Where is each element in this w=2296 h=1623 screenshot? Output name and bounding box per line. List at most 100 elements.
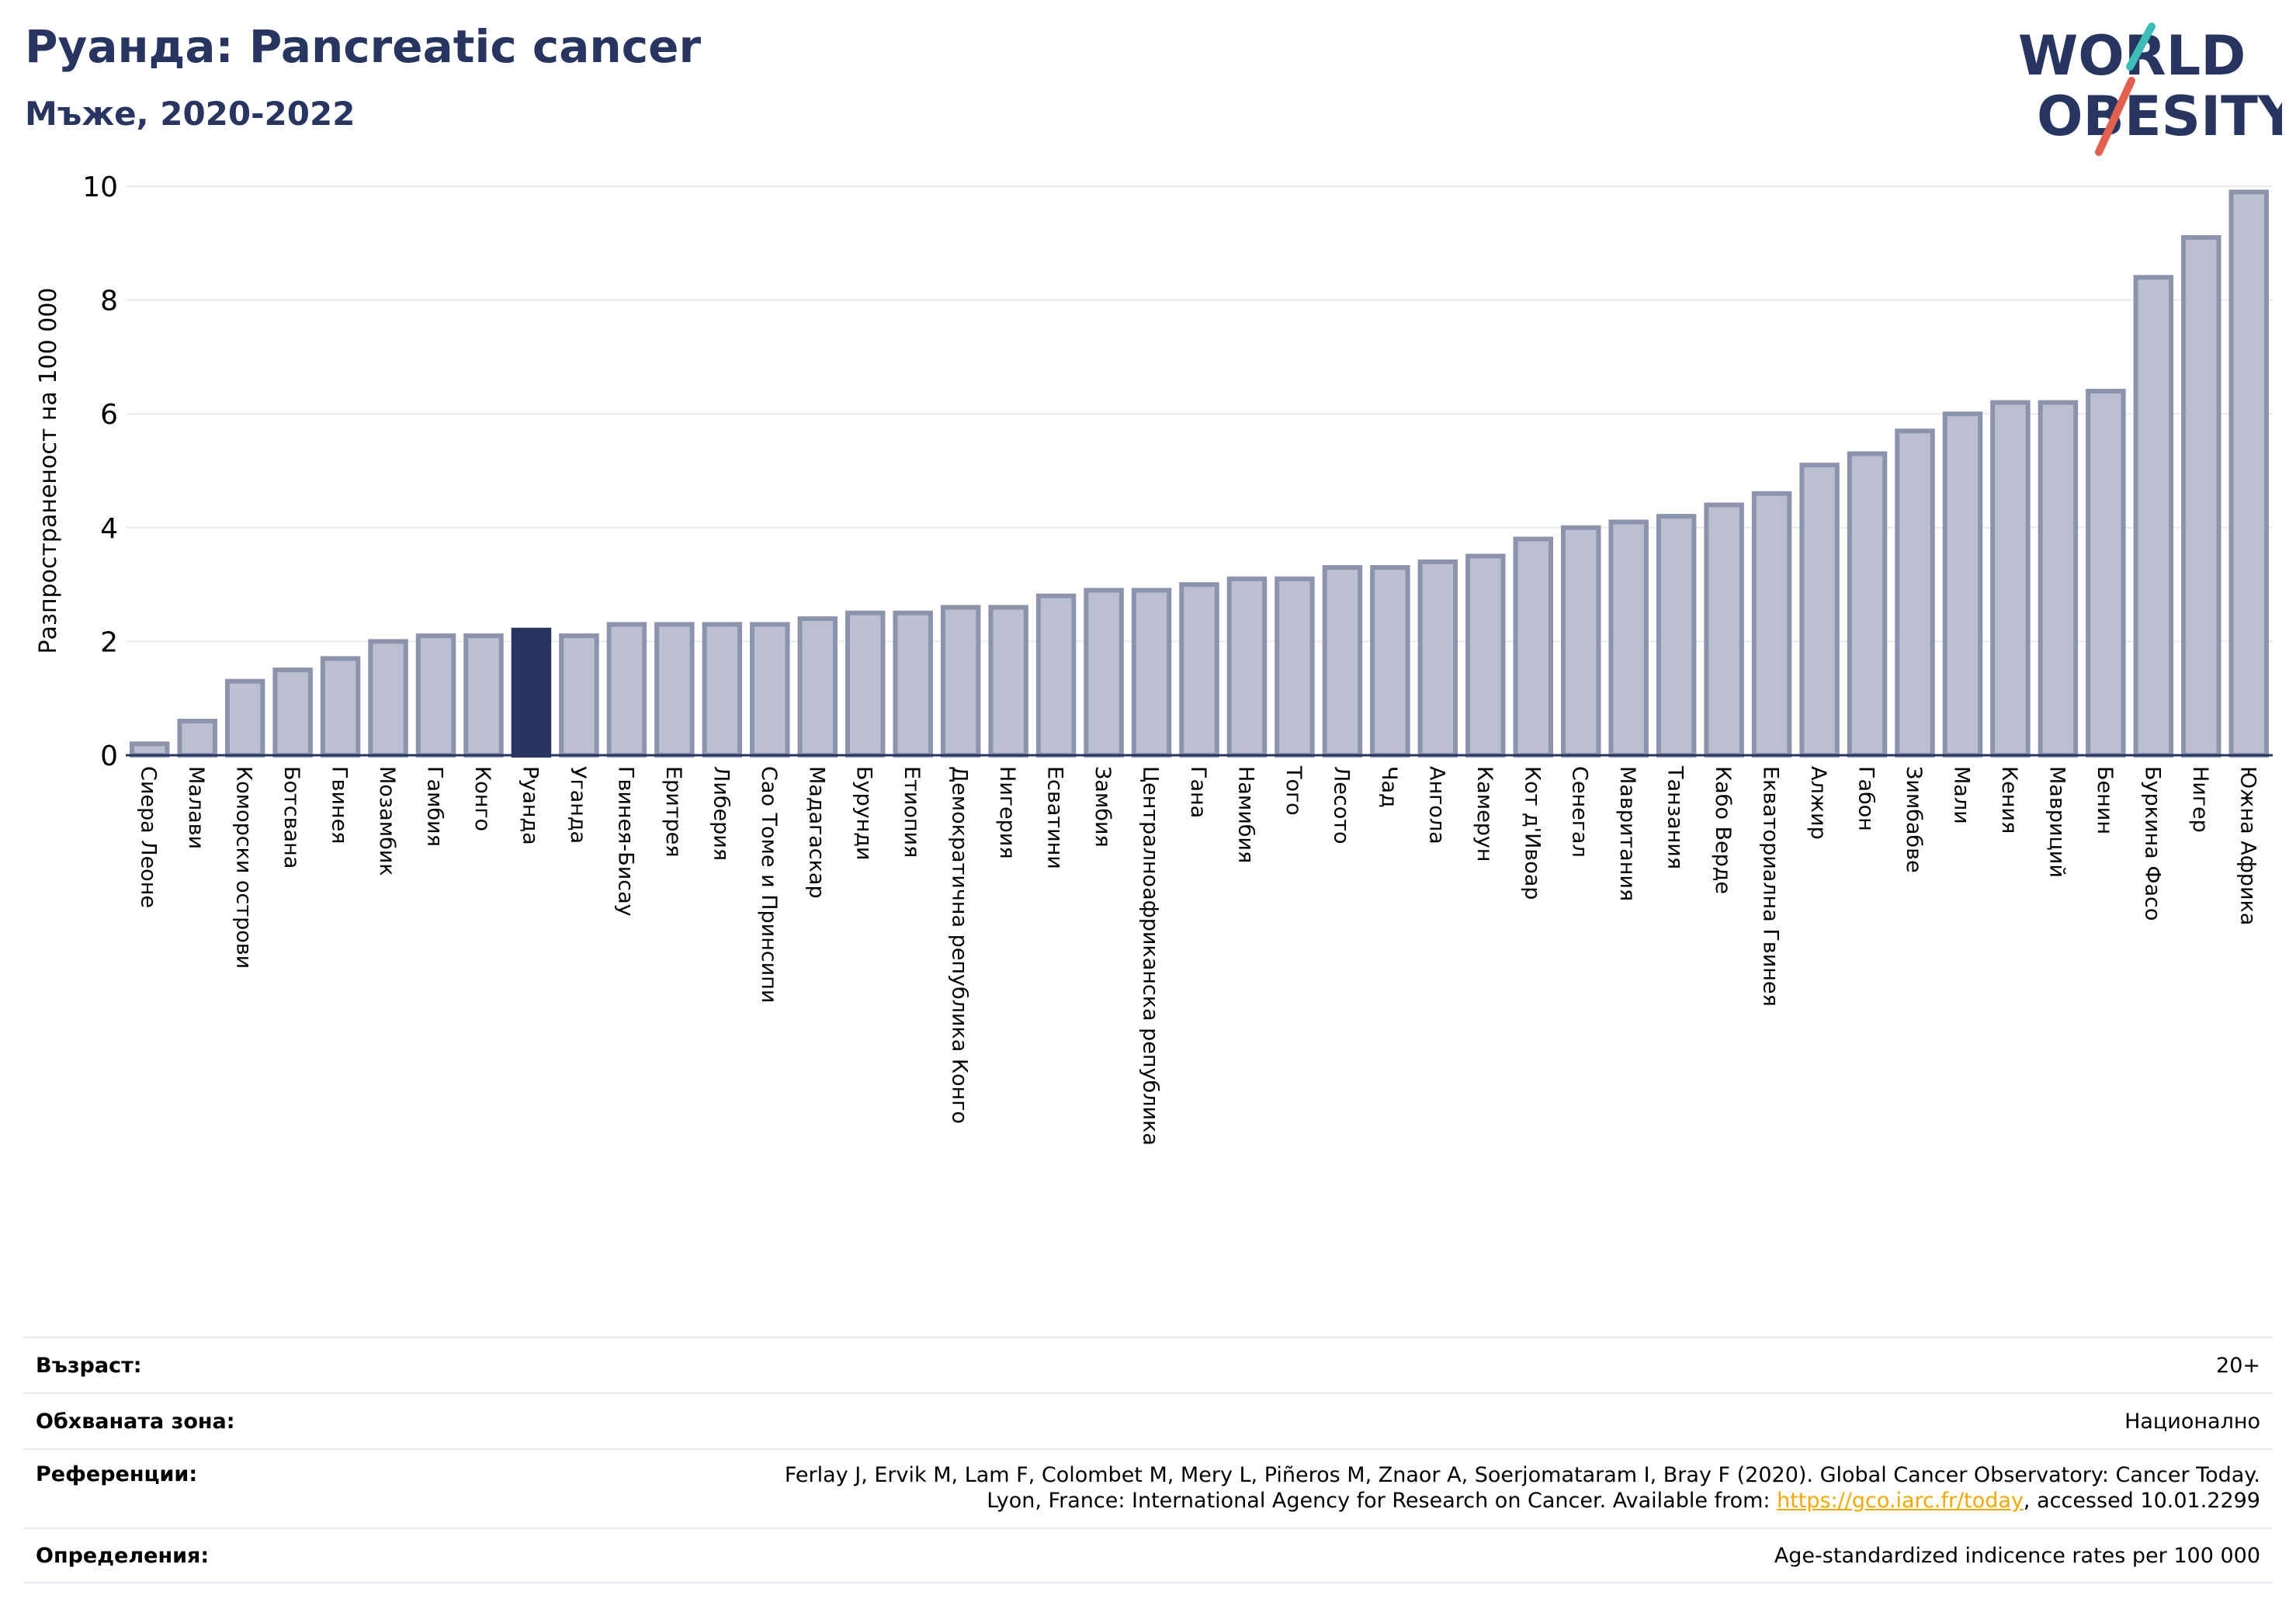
x-tick-label: Кот д'Ивоар [1520,766,1544,900]
x-tick-label: Либерия [709,766,733,861]
x-tick-label: Нигерия [995,766,1019,859]
y-tick-label: 0 [100,740,118,772]
x-tick-label: Кения [1997,766,2021,834]
bar-23 [1226,576,1268,758]
chart-subtitle: Мъже, 2020-2022 [25,95,355,133]
bar-11 [654,622,695,758]
x-tick-label: Етиопия [900,766,924,858]
x-tick-label: Централноафриканска република [1139,766,1163,1146]
bars [129,189,2270,758]
bar-17 [940,605,981,758]
bar-10 [606,622,647,758]
x-tick-label: Мавритания [1615,766,1639,901]
bar-9 [559,633,599,758]
footer-table: Възраст: 20+ Обхваната зона: Национално … [23,1337,2273,1583]
bar-32 [1656,514,1697,758]
logo-word-obesity: OBESITY [2037,85,2282,148]
bar-14 [797,616,838,758]
bar-39 [1990,400,2031,758]
x-tick-label: Зимбабве [1902,766,1926,873]
x-tick-label: Мавриций [2045,766,2069,878]
references-value: Ferlay J, Ervik M, Lam F, Colombet M, Me… [785,1462,2260,1514]
bar-31 [1608,519,1649,758]
x-tick-label: Бурунди [852,766,876,861]
footer-row-area: Обхваната зона: Национално [23,1392,2273,1448]
bar-33 [1704,502,1744,758]
bar-38 [1942,411,1983,758]
bar-5 [368,639,408,758]
bar-30 [1560,525,1601,758]
y-tick-label: 6 [100,399,118,431]
chart-title: Руанда: Pancreatic cancer [25,20,702,73]
x-tick-label: Мадагаскар [804,766,828,899]
bar-3 [272,668,313,758]
x-tick-label: Демократична република Конго [948,766,972,1124]
bar-36 [1847,451,1888,758]
bar-25 [1322,565,1363,758]
bar-41 [2086,388,2126,758]
y-axis-ticks: 0 2 4 6 8 10 [82,172,118,772]
x-axis-labels: Сиера Леоне Малави Коморски острови Ботсван… [137,765,2260,1146]
x-tick-label: Танзания [1663,765,1687,869]
x-tick-label: Лесото [1329,766,1353,844]
x-tick-label: Кабо Верде [1711,766,1735,894]
x-tick-label: Ангола [1424,766,1448,844]
x-tick-label: Нигер [2188,766,2212,833]
references-line2-suffix: , accessed 10.01.2299 [2023,1489,2260,1513]
bar-29 [1513,536,1554,758]
bar-22 [1179,582,1219,758]
y-tick-label: 2 [100,626,118,658]
area-value: Национално [2124,1409,2260,1434]
bar-35 [1799,463,1840,758]
x-tick-label: Мали [1949,766,1973,824]
references-label: Референции: [36,1462,198,1486]
x-tick-label: Сиера Леоне [137,766,161,908]
x-tick-label: Есватини [1043,766,1067,869]
bar-1 [177,719,217,758]
bar-16 [893,610,933,758]
x-tick-label: Конго [470,766,494,831]
age-label: Възраст: [36,1353,142,1378]
bar-19 [1035,593,1077,758]
x-tick-label: Замбия [1091,766,1115,848]
age-value: 20+ [2216,1353,2260,1378]
x-tick-label: Руанда [518,766,542,845]
area-label: Обхваната зона: [36,1409,235,1434]
bar-18 [988,605,1028,758]
logo-slash-red [2095,77,2135,156]
x-tick-label: Ботсвана [279,766,303,869]
x-tick-label: Мозамбик [375,766,399,876]
x-tick-label: Коморски острови [232,766,256,969]
x-tick-label: Камерун [1472,766,1497,862]
bar-13 [750,622,790,758]
bar-42 [2133,275,2174,758]
footer-row-definitions: Определения: Age-standardized indicence … [23,1528,2273,1583]
x-tick-label: Южна Африка [2235,766,2260,925]
bar-2 [224,678,265,758]
y-tick-label: 10 [82,172,118,203]
bar-37 [1895,428,1935,758]
bar-40 [2038,400,2079,758]
bar-24 [1275,576,1315,758]
x-tick-label: Гана [1186,766,1210,818]
bar-4 [320,656,361,758]
bar-20 [1084,588,1124,758]
y-tick-label: 4 [100,513,118,545]
references-line2-prefix: Lyon, France: International Agency for R… [987,1489,1777,1513]
x-tick-label: Намибия [1233,766,1257,863]
references-link[interactable]: https://gco.iarc.fr/today [1777,1489,2024,1513]
bar-26 [1370,565,1410,758]
y-tick-label: 8 [100,286,118,317]
bar-44 [2228,189,2270,758]
bar-8 [511,627,552,758]
x-tick-label: Чад [1377,766,1401,808]
x-tick-label: Гвинея-Бисау [613,766,637,917]
x-tick-label: Гамбия [423,766,447,847]
bar-15 [845,610,886,758]
definitions-label: Определения: [36,1543,210,1568]
x-tick-label: Еритрея [661,766,685,857]
references-line1: Ferlay J, Ervik M, Lam F, Colombet M, Me… [784,1463,2260,1487]
bar-28 [1465,553,1506,758]
world-obesity-logo: WORLD OBESITY [2018,23,2282,156]
x-tick-label: Габон [1854,766,1878,831]
